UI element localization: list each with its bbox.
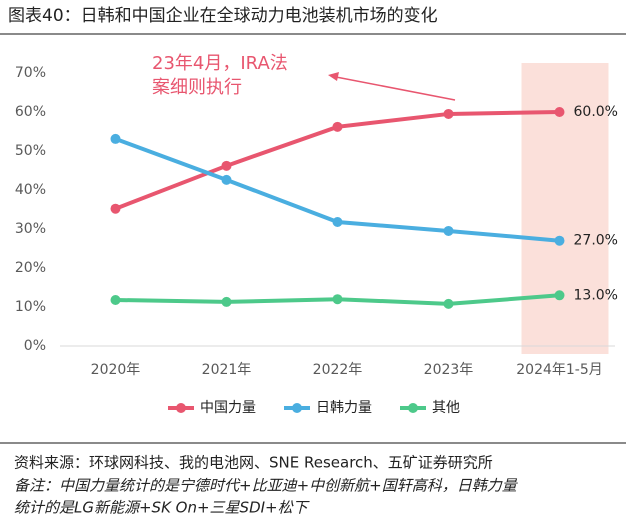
point (443, 225, 454, 236)
legend-marker (408, 403, 418, 413)
x-tick-label: 2023年 (424, 362, 474, 378)
y-tick-label: 40% (15, 182, 46, 198)
y-tick-label: 10% (15, 299, 46, 315)
point (110, 294, 121, 305)
value-label: 60.0% (574, 104, 618, 120)
y-tick-label: 50% (15, 143, 46, 159)
x-tick-label: 2021年 (202, 362, 252, 378)
chart-title: 图表40：日韩和中国企业在全球动力电池装机市场的变化 (8, 6, 438, 26)
point (110, 133, 121, 144)
y-tick-label: 30% (15, 221, 46, 237)
x-tick-label: 2024年1-5月 (516, 362, 603, 378)
x-tick-label: 2022年 (313, 362, 363, 378)
point (443, 108, 454, 119)
point (221, 174, 232, 185)
annotation-arrow (335, 76, 456, 101)
note: 备注：中国力量统计的是宁德时代+比亚迪+中创新航+国轩高科，日韩力量 (14, 477, 519, 495)
point (554, 290, 565, 301)
legend-label: 日韩力量 (316, 400, 372, 416)
point (110, 203, 121, 214)
annotation: 案细则执行 (152, 77, 242, 98)
point (332, 294, 343, 305)
y-tick-label: 70% (15, 65, 46, 81)
point (554, 107, 565, 117)
annotation-arrowhead (328, 72, 339, 81)
point (554, 235, 565, 246)
note: 统计的是LG新能源+SK On+三星SDI+松下 (14, 499, 311, 517)
y-tick-label: 20% (15, 260, 46, 276)
point (443, 298, 454, 309)
y-tick-label: 60% (15, 104, 46, 120)
source: 资料来源：环球网科技、我的电池网、SNE Research、五矿证券研究所 (14, 454, 493, 472)
value-label: 27.0% (574, 233, 618, 249)
point (221, 160, 232, 171)
legend-marker (176, 403, 186, 413)
x-tick-label: 2020年 (91, 362, 141, 378)
value-label: 13.0% (574, 287, 618, 303)
legend-label: 其他 (432, 400, 460, 416)
legend-marker (292, 403, 302, 413)
point (221, 296, 232, 307)
legend-label: 中国力量 (200, 400, 256, 416)
y-tick-label: 0% (24, 338, 46, 354)
point (332, 216, 343, 227)
annotation: 23年4月，IRA法 (152, 53, 288, 74)
point (332, 121, 343, 132)
